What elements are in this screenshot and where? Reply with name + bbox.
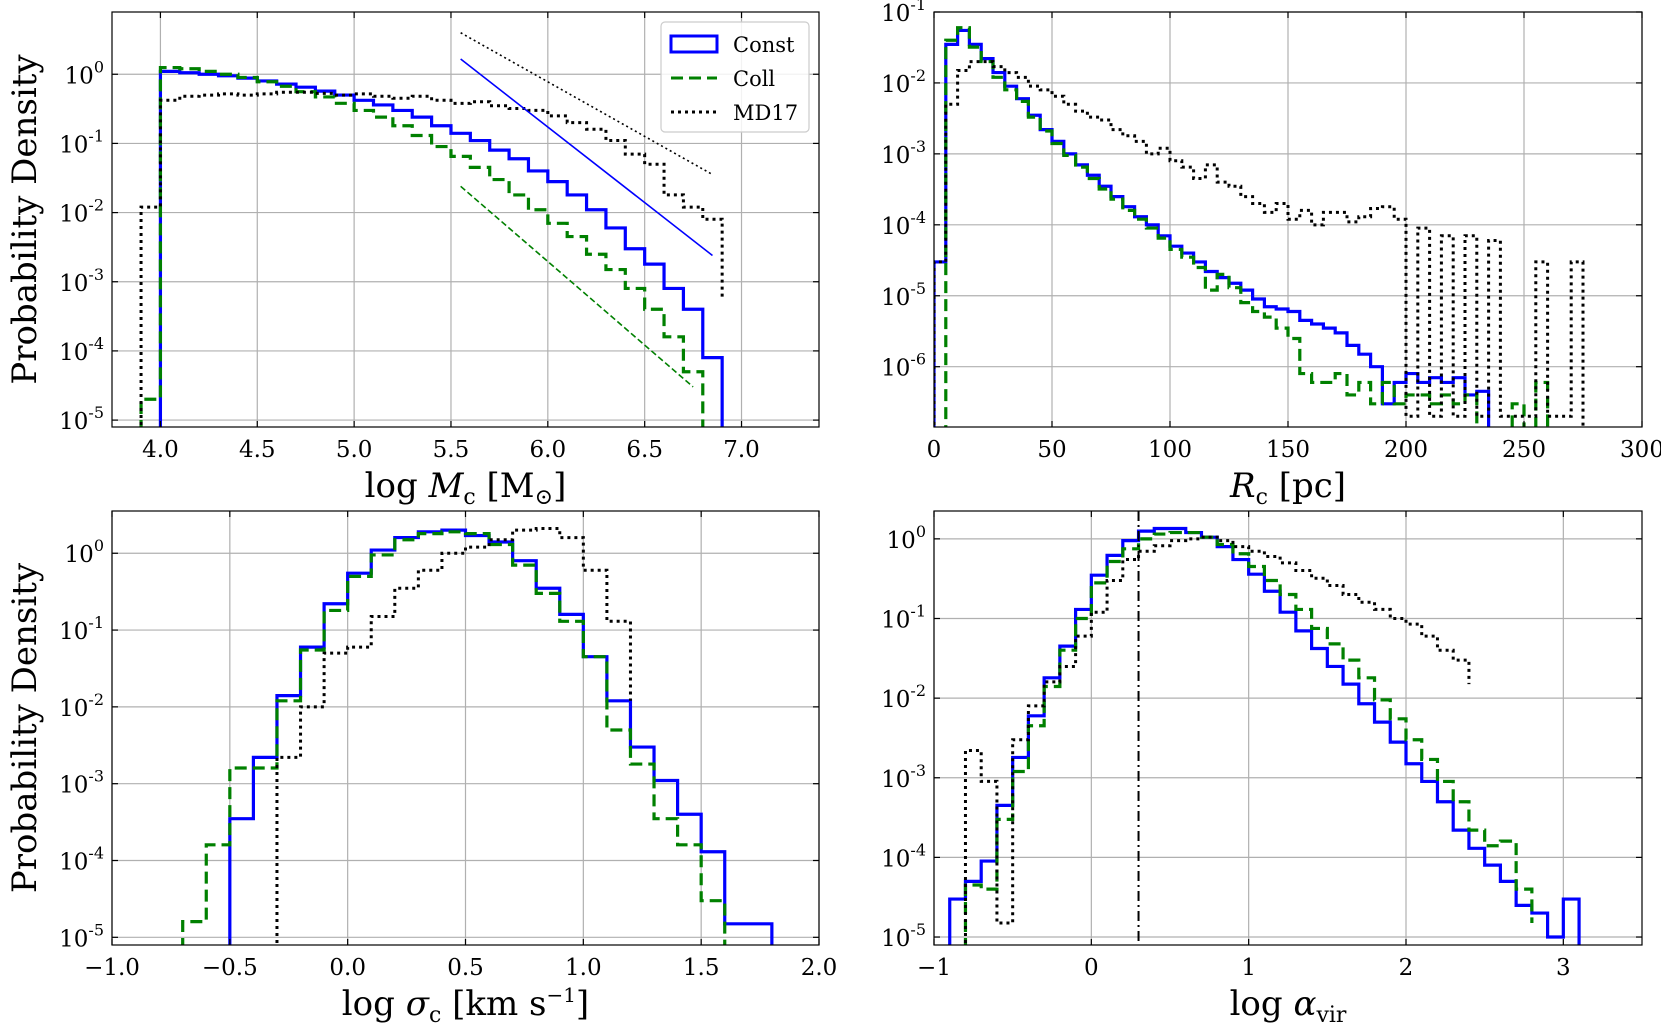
x-axis-label: log αvir [1230, 984, 1347, 1028]
panel-mass: 4.0 4.5 5.0 5.5 6.0 6.5 7.0 10-5 10-4 10-3 10-2 10-… [5, 11, 820, 510]
x-tick-label: −0.5 [202, 955, 258, 981]
reference-slope-line [460, 32, 713, 176]
x-tick-label: −1.0 [84, 955, 140, 981]
series-coll-line [181, 530, 727, 945]
series-const-line [158, 69, 724, 427]
legend-swatch-const [669, 34, 719, 54]
legend: Const Coll MD17 [660, 21, 810, 133]
series-md17-line [934, 60, 1585, 427]
axes-frame [111, 11, 820, 428]
panel-radius: 0 50 100 150 200 250 300 10-6 10-5 10-4 10-3 10-2 10… [881, 0, 1661, 510]
x-tick-label: 0.5 [447, 955, 484, 981]
reference-slope-line [460, 185, 694, 388]
y-tick-label: 10-6 [881, 350, 926, 382]
y-tick-label: 10-4 [59, 844, 104, 876]
y-tick-label: 10-4 [881, 840, 926, 872]
y-axis-label: Probability Density [5, 54, 45, 385]
y-tick-label: 10-2 [881, 681, 926, 713]
y-axis-label: Probability Density [5, 562, 45, 893]
y-tick-label: 10-3 [59, 767, 104, 799]
y-tick-label: 100 [887, 522, 926, 554]
x-tick-label: 0 [927, 437, 942, 463]
series-const-line [934, 28, 1491, 427]
series-md17-line [275, 526, 632, 945]
series-md17-line [963, 535, 1471, 945]
x-axis-label: log Mc [M⊙] [365, 466, 567, 510]
series-const-line [948, 526, 1581, 945]
y-tick-label: 10-1 [881, 0, 926, 27]
y-tick-label: 10-5 [59, 403, 104, 435]
x-tick-label: 1.0 [565, 955, 602, 981]
x-tick-label: 3 [1556, 955, 1571, 981]
y-tick-label: 10-5 [881, 279, 926, 311]
series-const-line [228, 528, 774, 945]
y-tick-label: 10-1 [59, 126, 104, 158]
y-tick-label: 10-3 [59, 265, 104, 297]
x-tick-label: 5.0 [336, 437, 373, 463]
x-tick-label: 2.0 [801, 955, 838, 981]
panel-sigma: −1.0 −0.5 0.0 0.5 1.0 1.5 2.0 10-5 10-4 10-3 10-2 1… [5, 510, 838, 1028]
x-tick-label: 0 [1084, 955, 1099, 981]
y-tick-label: 10-4 [59, 334, 104, 366]
x-tick-label: 300 [1620, 437, 1661, 463]
x-axis-label: Rc [pc] [1229, 466, 1346, 510]
x-tick-label: 200 [1384, 437, 1428, 463]
x-axis-label: log σc [km s−1] [342, 983, 589, 1028]
y-tick-label: 10-1 [881, 602, 926, 634]
y-tick-label: 100 [65, 57, 104, 89]
x-tick-label: 7.0 [723, 437, 760, 463]
x-tick-label: 6.5 [626, 437, 663, 463]
y-tick-label: 10-4 [881, 208, 926, 240]
x-tick-label: 6.0 [530, 437, 567, 463]
x-tick-label: 4.0 [142, 437, 179, 463]
y-tick-label: 10-3 [881, 137, 926, 169]
series-md17-line [139, 90, 724, 427]
x-tick-label: 250 [1502, 437, 1546, 463]
y-tick-label: 10-1 [59, 613, 104, 645]
x-tick-label: 2 [1399, 955, 1414, 981]
x-tick-label: 50 [1037, 437, 1066, 463]
y-tick-label: 100 [65, 536, 104, 568]
legend-box [660, 21, 810, 133]
x-tick-label: 4.5 [239, 437, 276, 463]
reference-slope-line [460, 58, 713, 257]
x-tick-label: 0.0 [329, 955, 366, 981]
x-tick-label: 5.5 [433, 437, 470, 463]
y-tick-label: 10-2 [881, 66, 926, 98]
y-tick-label: 10-2 [59, 196, 104, 228]
y-tick-label: 10-2 [59, 690, 104, 722]
axes-frame [933, 510, 1643, 946]
series-coll-line [139, 65, 705, 427]
y-tick-label: 10-3 [881, 761, 926, 793]
x-tick-label: 1 [1241, 955, 1256, 981]
y-tick-label: 10-5 [881, 920, 926, 952]
legend-label-const: Const [733, 33, 795, 57]
x-tick-label: 1.5 [683, 955, 720, 981]
legend-label-md17: MD17 [733, 101, 798, 125]
x-tick-label: −1 [917, 955, 951, 981]
panel-alpha: −1 0 1 2 3 10-5 10-4 10-3 10-2 10-1 100 log αvir [881, 510, 1643, 1028]
x-tick-label: 150 [1266, 437, 1310, 463]
y-tick-label: 10-5 [59, 920, 104, 952]
legend-label-coll: Coll [733, 67, 775, 91]
series-coll-line [963, 530, 1534, 945]
x-tick-label: 100 [1148, 437, 1192, 463]
